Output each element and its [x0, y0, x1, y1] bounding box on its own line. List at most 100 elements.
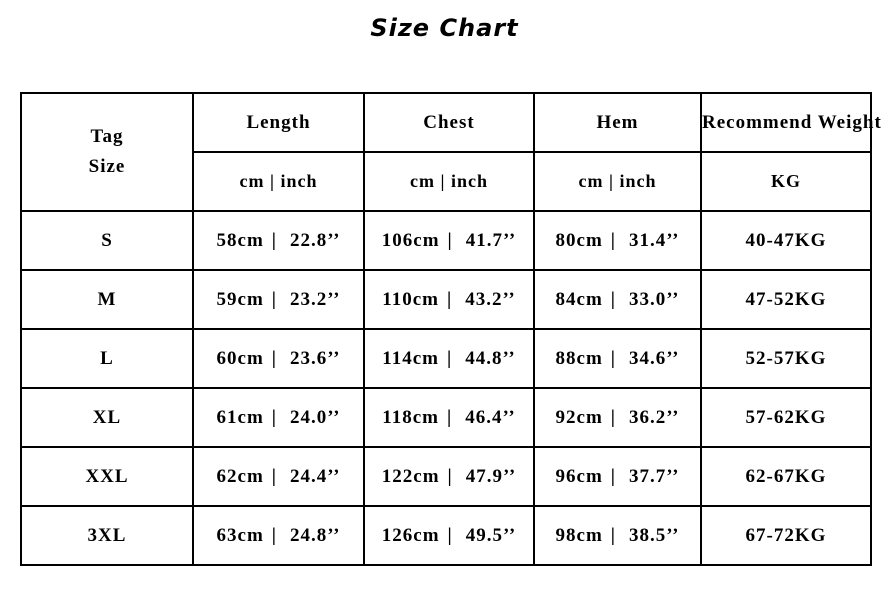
table-row-xl: XL 61cm | 24.0’’ 118cm | 46.4’’ 92cm | 36.2’’ … [20, 387, 872, 448]
chest-inch-value: 47.9’’ [465, 465, 517, 487]
size-cell: S [20, 210, 194, 271]
length-inch-value: 23.2’’ [289, 288, 341, 310]
header-row-units: cm | inch cm | inch cm | inch KG [21, 151, 872, 212]
pipe-separator: | [271, 229, 277, 251]
chest-inch-value: 44.8’’ [465, 347, 516, 369]
pipe-separator: | [271, 288, 277, 310]
pipe-separator: | [610, 347, 616, 369]
length-inch-value: 24.0’’ [289, 406, 341, 428]
pipe-separator: | [447, 288, 453, 310]
pipe-separator: | [610, 524, 616, 546]
chest-cell: 122cm | 47.9’’ [363, 446, 535, 507]
table-row-3xl: 3XL 63cm | 24.8’’ 126cm | 49.5’’ 98cm | 38.5’’… [20, 505, 872, 566]
length-cell: 62cm | 24.4’’ [192, 446, 365, 507]
length-cm-value: 59cm [216, 288, 264, 310]
length-cm-value: 62cm [216, 465, 264, 487]
pipe-separator: | [610, 406, 616, 428]
chest-cm-value: 106cm [381, 229, 440, 251]
chest-cell: 114cm | 44.8’’ [363, 328, 535, 389]
size-cell: L [20, 328, 194, 389]
length-cell: 58cm | 22.8’’ [192, 210, 365, 271]
header-chest-units: cm | inch [363, 151, 535, 212]
hem-cm-value: 84cm [555, 288, 603, 310]
length-cm-value: 60cm [216, 347, 264, 369]
length-cell: 59cm | 23.2’’ [192, 269, 365, 330]
pipe-separator: | [271, 465, 277, 487]
hem-cm-value: 96cm [555, 465, 603, 487]
hem-cell: 84cm | 33.0’’ [533, 269, 702, 330]
hem-cm-value: 98cm [555, 524, 603, 546]
chest-inch-value: 43.2’’ [465, 288, 516, 310]
chest-cell: 106cm | 41.7’’ [363, 210, 535, 271]
hem-inch-value: 34.6’’ [628, 347, 680, 369]
chest-cm-value: 114cm [382, 347, 440, 369]
chest-cm-value: 118cm [382, 406, 440, 428]
pipe-separator: | [271, 524, 277, 546]
pipe-separator: | [447, 347, 453, 369]
length-cell: 61cm | 24.0’’ [192, 387, 365, 448]
length-cell: 63cm | 24.8’’ [192, 505, 365, 566]
chest-cell: 126cm | 49.5’’ [363, 505, 535, 566]
chest-cm-value: 126cm [381, 524, 440, 546]
hem-inch-value: 38.5’’ [628, 524, 680, 546]
length-inch-value: 23.6’’ [289, 347, 341, 369]
weight-cell: 47-52KG [700, 269, 872, 330]
pipe-separator: | [447, 465, 453, 487]
size-cell: XXL [20, 446, 194, 507]
table-row-l: L 60cm | 23.6’’ 114cm | 44.8’’ 88cm | 34.6’’ 5… [20, 328, 872, 389]
pipe-separator: | [447, 229, 453, 251]
hem-cell: 98cm | 38.5’’ [533, 505, 702, 566]
hem-cm-value: 92cm [555, 406, 603, 428]
hem-cell: 80cm | 31.4’’ [533, 210, 702, 271]
pipe-separator: | [271, 406, 277, 428]
hem-cm-value: 80cm [555, 229, 603, 251]
table-row-m: M 59cm | 23.2’’ 110cm | 43.2’’ 84cm | 33.0’’ 4… [20, 269, 872, 330]
weight-cell: 57-62KG [700, 387, 872, 448]
table-row-s: S 58cm | 22.8’’ 106cm | 41.7’’ 80cm | 31.4’’ 4… [20, 210, 872, 271]
weight-cell: 52-57KG [700, 328, 872, 389]
length-cell: 60cm | 23.6’’ [192, 328, 365, 389]
page-title: Size Chart [370, 14, 519, 42]
length-cm-value: 61cm [216, 406, 264, 428]
chest-inch-value: 49.5’’ [465, 524, 517, 546]
length-inch-value: 24.4’’ [289, 465, 341, 487]
hem-cell: 88cm | 34.6’’ [533, 328, 702, 389]
chest-cell: 110cm | 43.2’’ [363, 269, 535, 330]
header-tag-line: Tag [90, 126, 124, 147]
weight-cell: 62-67KG [700, 446, 872, 507]
table-row-xxl: XXL 62cm | 24.4’’ 122cm | 47.9’’ 96cm | 37.7’’… [20, 446, 872, 507]
size-chart-table: Tag Size Length Chest Hem Recommend Weig… [20, 92, 881, 566]
size-cell: 3XL [20, 505, 194, 566]
header-weight-units: KG [700, 151, 872, 212]
pipe-separator: | [610, 229, 616, 251]
chest-inch-value: 46.4’’ [465, 406, 516, 428]
hem-cm-value: 88cm [555, 347, 603, 369]
size-cell: XL [20, 387, 194, 448]
pipe-separator: | [447, 406, 453, 428]
pipe-separator: | [447, 524, 453, 546]
length-inch-value: 24.8’’ [289, 524, 341, 546]
hem-inch-value: 33.0’’ [628, 288, 680, 310]
pipe-separator: | [610, 465, 616, 487]
weight-cell: 67-72KG [700, 505, 872, 566]
length-cm-value: 63cm [216, 524, 264, 546]
header-length-units: cm | inch [192, 151, 365, 212]
size-cell: M [20, 269, 194, 330]
pipe-separator: | [271, 347, 277, 369]
hem-cell: 92cm | 36.2’’ [533, 387, 702, 448]
hem-cell: 96cm | 37.7’’ [533, 446, 702, 507]
hem-inch-value: 31.4’’ [628, 229, 680, 251]
header-recommend-weight: Recommend Weight [700, 92, 881, 153]
chest-inch-value: 41.7’’ [465, 229, 517, 251]
chest-cm-value: 110cm [382, 288, 440, 310]
weight-cell: 40-47KG [700, 210, 872, 271]
header-hem-units: cm | inch [533, 151, 702, 212]
pipe-separator: | [610, 288, 616, 310]
header-row-main: Tag Size Length Chest Hem Recommend Weig… [20, 92, 881, 212]
header-hem: Hem [533, 92, 702, 153]
header-chest: Chest [363, 92, 535, 153]
hem-inch-value: 36.2’’ [628, 406, 680, 428]
hem-inch-value: 37.7’’ [628, 465, 680, 487]
header-tag-size: Tag Size [20, 92, 194, 212]
